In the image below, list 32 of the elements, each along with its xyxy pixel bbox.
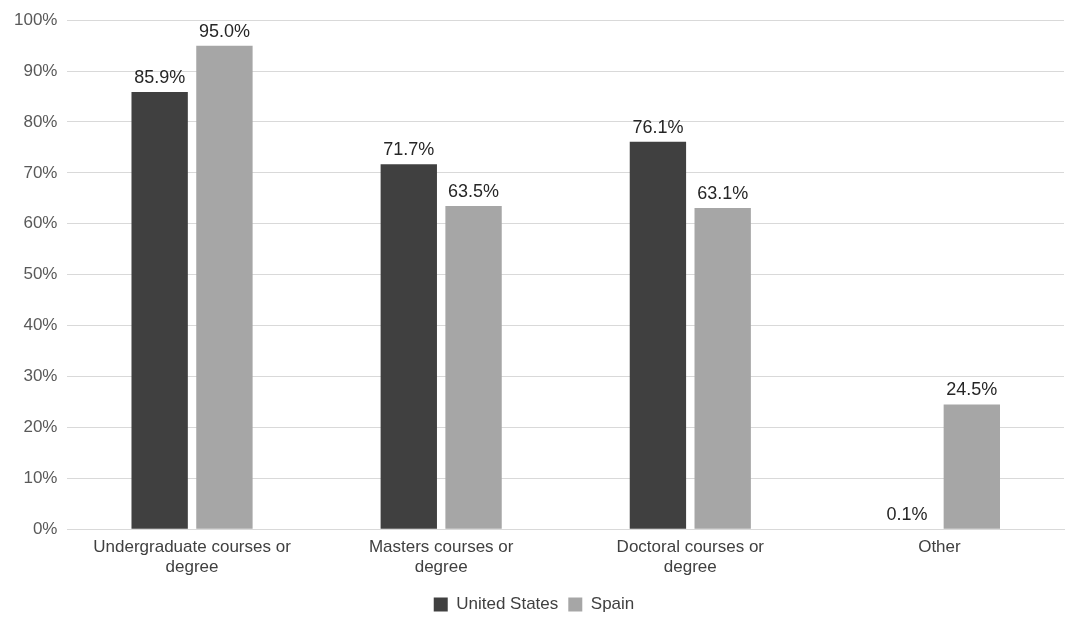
x-tick-label: Other xyxy=(918,537,962,557)
bar xyxy=(629,141,687,529)
bar xyxy=(380,164,437,529)
bar xyxy=(694,208,751,529)
x-tick-label: Masters courses or degree xyxy=(368,537,514,577)
legend-label: United States xyxy=(456,594,559,614)
y-tick-label: 70% xyxy=(23,162,58,182)
data-label: 71.7% xyxy=(383,139,435,160)
data-label: 24.5% xyxy=(946,379,998,400)
y-tick-label: 80% xyxy=(23,111,58,131)
y-tick-label: 100% xyxy=(14,9,58,29)
y-tick-label: 90% xyxy=(23,60,58,80)
data-label: 0.1% xyxy=(886,503,928,524)
data-label: 95.0% xyxy=(198,20,250,41)
data-label: 76.1% xyxy=(632,116,684,137)
bar xyxy=(196,45,253,529)
bar xyxy=(943,404,1000,529)
y-tick-label: 40% xyxy=(23,315,58,335)
y-tick-label: 10% xyxy=(23,467,58,487)
x-tick-label: Doctoral courses or degree xyxy=(616,537,765,577)
data-label: 63.1% xyxy=(697,182,749,203)
data-label: 85.9% xyxy=(134,66,186,87)
y-tick-label: 50% xyxy=(23,264,58,284)
y-tick-label: 20% xyxy=(23,417,58,437)
bar xyxy=(131,91,188,529)
legend-label: Spain xyxy=(590,594,635,614)
y-tick-label: 0% xyxy=(32,518,58,538)
bar xyxy=(445,205,502,529)
data-label: 63.5% xyxy=(448,180,500,201)
x-tick-label: Undergraduate courses or degree xyxy=(93,537,292,577)
y-tick-label: 60% xyxy=(23,213,58,233)
y-tick-label: 30% xyxy=(23,366,58,386)
